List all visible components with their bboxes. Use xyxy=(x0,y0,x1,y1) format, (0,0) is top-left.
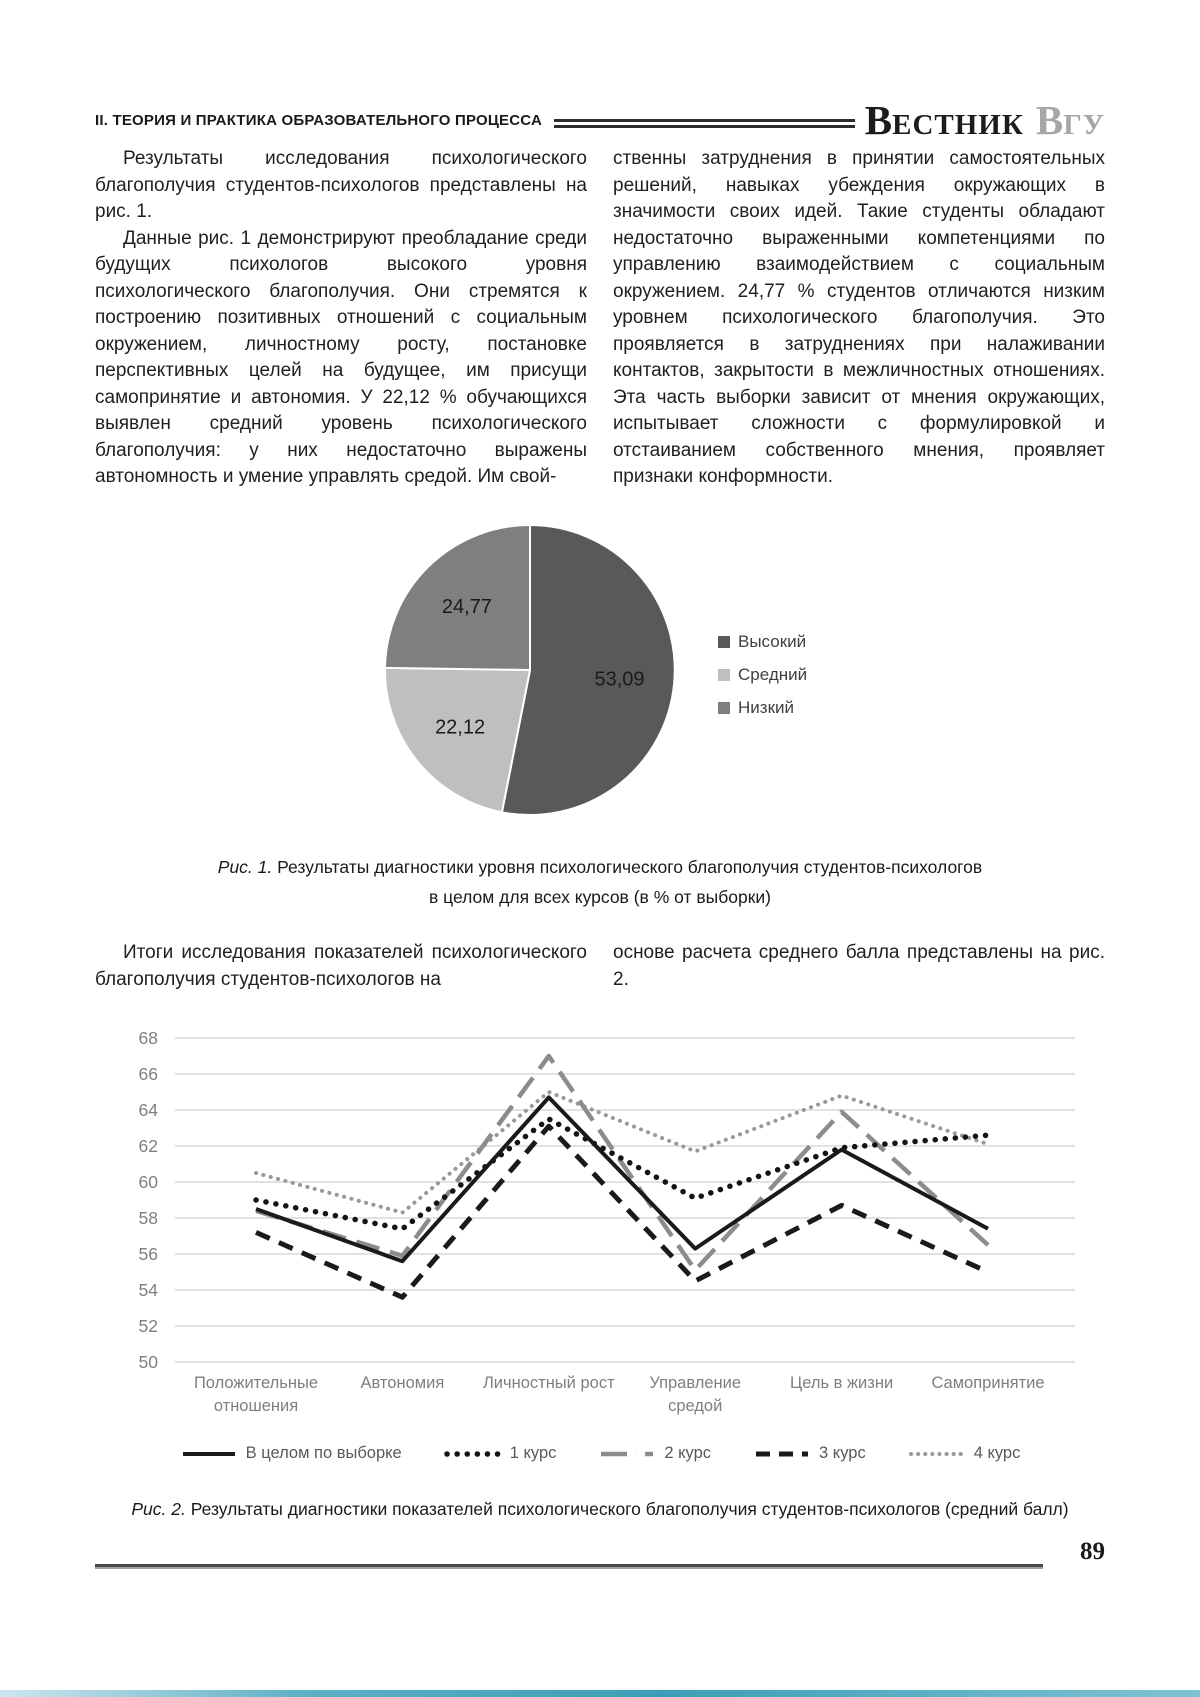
line-legend-item: 3 курс xyxy=(753,1444,866,1463)
logo-word1-rest: ЕСТНИК xyxy=(892,109,1024,141)
line-chart-legend: В целом по выборке 1 курс 2 курс 3 курс 4 ку… xyxy=(95,1444,1105,1463)
pie-value-label: 22,12 xyxy=(435,717,485,739)
x-category-label: отношения xyxy=(214,1397,298,1415)
paragraph: Данные рис. 1 демонстрируют преобладание… xyxy=(95,227,587,488)
legend-label: 3 курс xyxy=(819,1444,866,1462)
series-line xyxy=(254,1123,990,1300)
series-line xyxy=(253,1116,991,1232)
paragraph: Результаты исследования психологического… xyxy=(95,148,587,222)
pie-legend-item: Высокий xyxy=(718,632,807,652)
legend-swatch-icon xyxy=(718,702,730,714)
pie-value-label: 24,77 xyxy=(442,596,492,618)
y-tick-label: 62 xyxy=(139,1136,158,1156)
figure2-label: Рис. 2. xyxy=(131,1499,186,1519)
figure1-pie-chart: 53,09 22,12 24,77 xyxy=(383,524,676,816)
legend-label: 1 курс xyxy=(509,1444,557,1462)
logo-word1-initial: В xyxy=(864,97,893,143)
footer-rule xyxy=(95,1564,1043,1569)
legend-swatch-icon xyxy=(718,669,730,681)
figure2-line-chart: 68 66 64 62 60 58 56 54 52 50 Положительные отношен… xyxy=(139,1028,1075,1415)
y-tick-label: 60 xyxy=(139,1172,159,1192)
article-left-column: Итоги исследования показателей психологи… xyxy=(95,940,587,993)
legend-label: Низкий xyxy=(738,698,794,717)
pie-value-label: 53,09 xyxy=(594,669,644,691)
legend-label: Средний xyxy=(738,665,808,684)
section-title: II. ТЕОРИЯ И ПРАКТИКА ОБРАЗОВАТЕЛЬНОГО П… xyxy=(95,112,542,129)
x-category-label: Автономия xyxy=(361,1374,445,1392)
figure1-caption: Рис. 1. Результаты диагностики уровня пс… xyxy=(95,852,1105,912)
logo-word2-initial: В xyxy=(1035,97,1064,143)
figure1-label: Рис. 1. xyxy=(217,857,273,877)
article-right-column: ственны затруднения в принятии самостоят… xyxy=(613,146,1105,491)
pie-slice xyxy=(384,524,531,671)
legend-label: 4 курс xyxy=(973,1444,1021,1462)
figure2-caption: Рис. 2. Результаты диагностики показател… xyxy=(95,1496,1105,1522)
x-category-label: Положительные xyxy=(194,1374,318,1392)
caption-text: Результаты диагностики показателей психо… xyxy=(185,1499,1069,1519)
line-legend-item: 4 курс xyxy=(908,1444,1021,1463)
legend-line-sample-icon xyxy=(756,1451,809,1456)
y-tick-label: 52 xyxy=(139,1316,158,1336)
article-body-columns: Результаты исследования психологического… xyxy=(95,146,1105,491)
article-left-column: Результаты исследования психологического… xyxy=(95,146,587,491)
article-mid-columns: Итоги исследования показателей психологи… xyxy=(95,940,1105,993)
x-category-label: Самопринятие xyxy=(931,1374,1044,1392)
y-tick-label: 68 xyxy=(139,1028,158,1048)
y-tick-label: 66 xyxy=(139,1064,158,1084)
article-right-column: основе расчета среднего балла представле… xyxy=(613,940,1105,993)
series-line xyxy=(255,1053,990,1273)
legend-line-sample-icon xyxy=(908,1451,965,1456)
series-line xyxy=(255,1095,989,1264)
line-legend-item: В целом по выборке xyxy=(180,1444,402,1463)
y-tick-label: 64 xyxy=(139,1100,159,1120)
line-legend-item: 1 курс xyxy=(443,1444,557,1463)
x-category-label: Личностный рост xyxy=(483,1374,615,1392)
journal-logo: ВЕСТНИК ВГУ xyxy=(865,100,1105,141)
pie-slice xyxy=(383,666,531,814)
legend-line-sample-icon xyxy=(601,1451,654,1456)
legend-line-sample-icon xyxy=(443,1450,502,1457)
y-tick-label: 56 xyxy=(139,1244,158,1264)
y-tick-label: 58 xyxy=(139,1208,158,1228)
pie-legend-item: Низкий xyxy=(718,698,807,718)
bottom-accent-bar xyxy=(0,1690,1200,1697)
logo-word2-rest: ГУ xyxy=(1063,109,1105,141)
x-category-label: Управление xyxy=(649,1374,741,1392)
legend-label: В целом по выборке xyxy=(245,1444,402,1462)
x-category-label: средой xyxy=(668,1397,722,1415)
pie-slice xyxy=(500,524,676,816)
pie-legend-item: Средний xyxy=(718,665,807,685)
legend-swatch-icon xyxy=(718,636,730,648)
x-category-label: Цель в жизни xyxy=(790,1374,893,1392)
legend-line-sample-icon xyxy=(182,1451,235,1456)
pie-legend: Высокий Средний Низкий xyxy=(718,632,807,731)
header-double-rule xyxy=(553,119,855,128)
page-number: 89 xyxy=(1080,1538,1105,1565)
y-tick-label: 54 xyxy=(139,1280,159,1300)
caption-line: Рис. 1. Результаты диагностики уровня пс… xyxy=(95,852,1105,882)
paragraph: основе расчета среднего балла представле… xyxy=(613,942,1105,990)
page-header: II. ТЕОРИЯ И ПРАКТИКА ОБРАЗОВАТЕЛЬНОГО П… xyxy=(95,100,1105,141)
paragraph: ственны затруднения в принятии самостоят… xyxy=(613,148,1105,487)
caption-line: в целом для всех курсов (в % от выборки) xyxy=(429,887,771,907)
y-tick-label: 50 xyxy=(139,1352,159,1372)
legend-label: 2 курс xyxy=(664,1444,712,1462)
caption-text: Результаты диагностики уровня психологич… xyxy=(272,857,983,877)
legend-label: Высокий xyxy=(738,632,807,651)
line-legend-item: 2 курс xyxy=(598,1444,711,1463)
paragraph: Итоги исследования показателей психологи… xyxy=(95,942,587,990)
